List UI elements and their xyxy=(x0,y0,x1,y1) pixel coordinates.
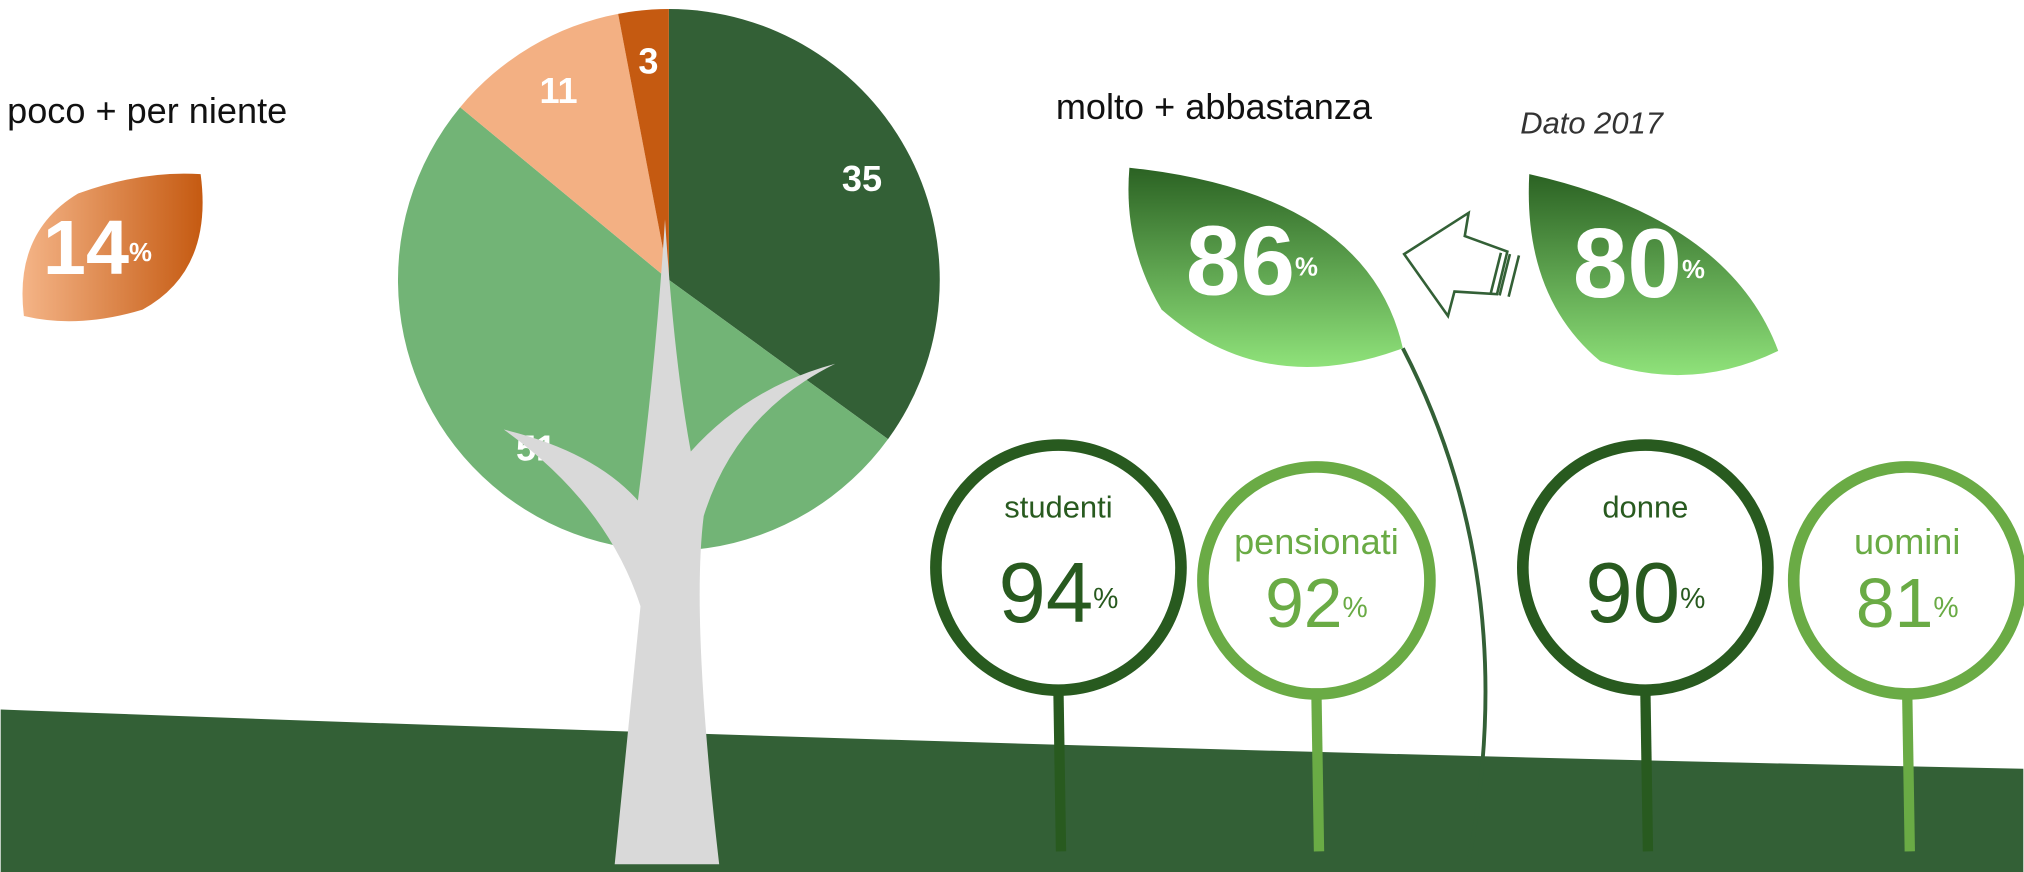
value: 80 xyxy=(1573,208,1682,318)
unit: % xyxy=(1093,582,1118,614)
sign-post xyxy=(1907,694,1910,851)
sign-post xyxy=(1316,694,1319,851)
unit: % xyxy=(1680,582,1705,614)
unit: % xyxy=(1343,591,1368,623)
value: 86 xyxy=(1186,205,1295,315)
infographic: 3551113 poco + per niente 14% molto + ab… xyxy=(0,0,2024,872)
value: 92 xyxy=(1265,564,1342,642)
group-label: studenti xyxy=(1004,490,1112,525)
ground xyxy=(1,709,2024,872)
positive-label: molto + abbastanza xyxy=(1056,86,1373,127)
value: 94 xyxy=(998,546,1093,641)
value: 14 xyxy=(43,206,129,292)
previous-label: Dato 2017 xyxy=(1520,105,1665,140)
value: 81 xyxy=(1856,564,1933,642)
arrow xyxy=(1404,213,1519,316)
group-label: pensionati xyxy=(1234,521,1399,562)
unit: % xyxy=(1682,256,1705,284)
data-label: 35 xyxy=(842,158,882,199)
group-label: donne xyxy=(1602,490,1688,525)
page: {"chart_data":{"type":"pie","values":[35… xyxy=(0,0,2024,872)
value: 90 xyxy=(1585,546,1680,641)
sign-post xyxy=(1058,690,1061,851)
unit: % xyxy=(1295,253,1318,281)
negative-label: poco + per niente xyxy=(7,90,287,131)
unit: % xyxy=(129,239,152,267)
unit: % xyxy=(1933,591,1958,623)
sign-post xyxy=(1645,690,1648,851)
data-label: 3 xyxy=(638,41,658,82)
data-label: 11 xyxy=(539,70,577,111)
group-label: uomini xyxy=(1854,521,1960,562)
